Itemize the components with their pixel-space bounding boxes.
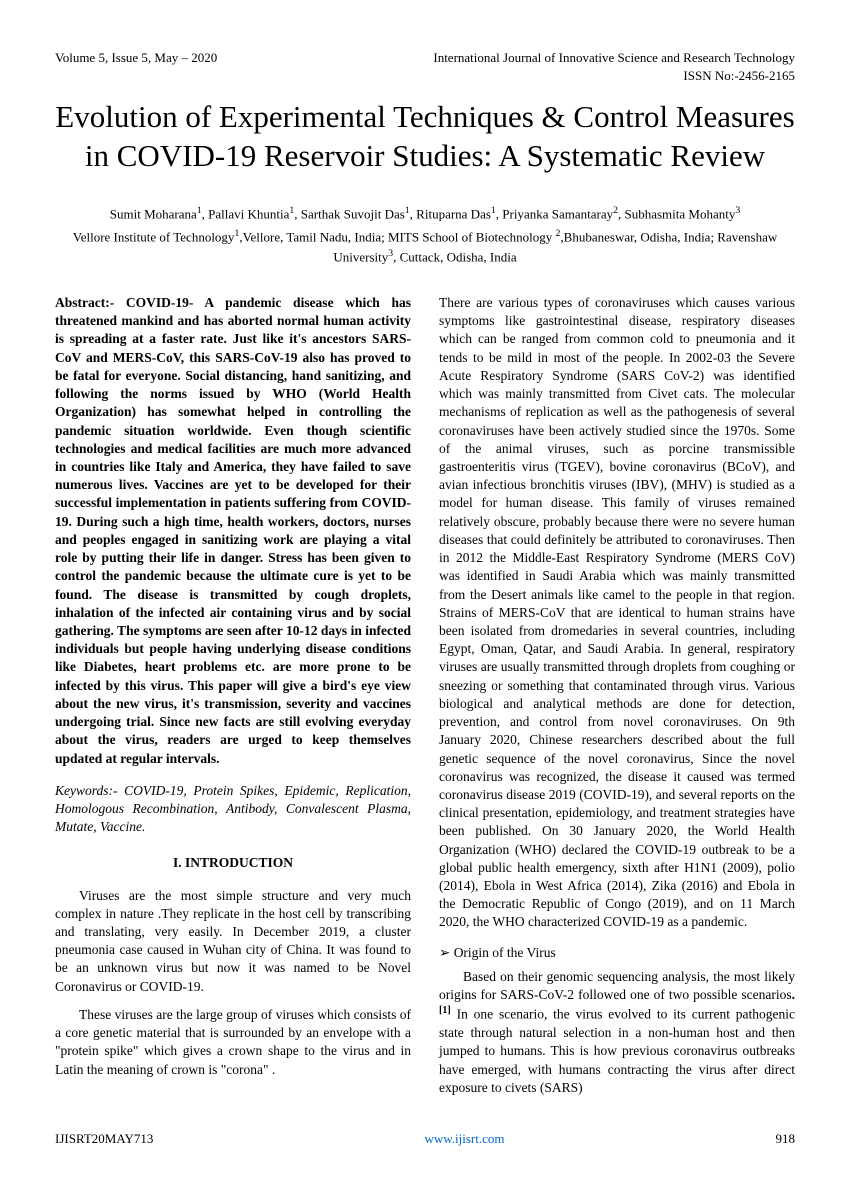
issn: ISSN No:-2456-2165: [55, 68, 795, 84]
body-paragraph-2: Based on their genomic sequencing analys…: [439, 968, 795, 1097]
column-left: Abstract:- COVID-19- A pandemic disease …: [55, 294, 411, 1097]
column-right: There are various types of coronaviruses…: [439, 294, 795, 1097]
abstract: Abstract:- COVID-19- A pandemic disease …: [55, 294, 411, 768]
authors: Sumit Moharana1, Pallavi Khuntia1, Sarth…: [55, 204, 795, 224]
footer-page-number: 918: [776, 1131, 796, 1147]
header-right: International Journal of Innovative Scie…: [433, 50, 795, 66]
header-left: Volume 5, Issue 5, May – 2020: [55, 50, 217, 66]
footer-link[interactable]: www.ijisrt.com: [424, 1131, 504, 1147]
paper-title: Evolution of Experimental Techniques & C…: [55, 98, 795, 176]
intro-paragraph-2: These viruses are the large group of vir…: [55, 1006, 411, 1079]
section-heading-introduction: I. INTRODUCTION: [55, 854, 411, 872]
footer-left: IJISRT20MAY713: [55, 1131, 153, 1147]
affiliations: Vellore Institute of Technology1,Vellore…: [55, 227, 795, 266]
subheading-origin: Origin of the Virus: [439, 944, 795, 962]
body-paragraph-1: There are various types of coronaviruses…: [439, 294, 795, 932]
intro-paragraph-1: Viruses are the most simple structure an…: [55, 887, 411, 996]
keywords: Keywords:- COVID-19, Protein Spikes, Epi…: [55, 782, 411, 837]
